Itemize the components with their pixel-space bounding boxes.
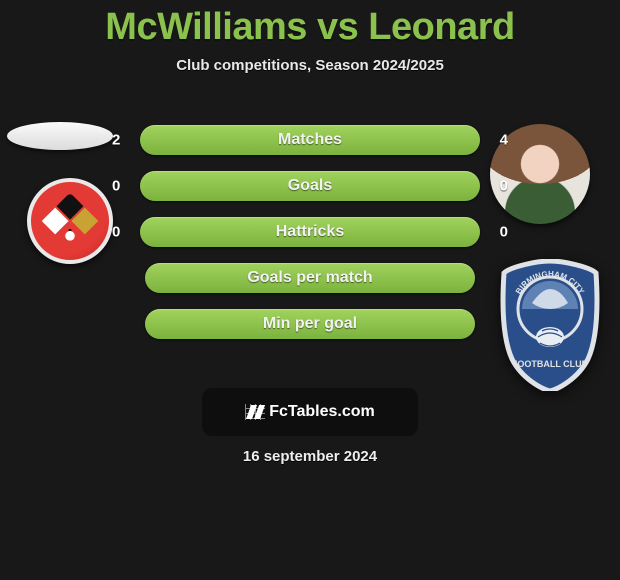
stats-panel: 2 Matches 4 0 Goals 0 0 Hattricks 0 Goal… xyxy=(140,125,480,355)
stat-left-value: 0 xyxy=(112,224,120,241)
stat-left-value: 2 xyxy=(112,132,120,149)
club-crest-left xyxy=(27,178,113,264)
stat-left-value: 0 xyxy=(112,178,120,195)
club-crest-right: FOOTBALL CLUB BIRMINGHAM CITY xyxy=(500,259,600,391)
page-title: McWilliams vs Leonard xyxy=(0,0,620,49)
brand-text: FcTables.com xyxy=(269,403,375,421)
stat-row-gpm: Goals per match xyxy=(145,263,475,293)
stat-label: Goals xyxy=(288,177,332,195)
stat-label: Goals per match xyxy=(247,269,372,287)
stat-row-goals: 0 Goals 0 xyxy=(140,171,480,201)
stat-row-hattricks: 0 Hattricks 0 xyxy=(140,217,480,247)
stat-row-matches: 2 Matches 4 xyxy=(140,125,480,155)
page-subtitle: Club competitions, Season 2024/2025 xyxy=(0,57,620,74)
brand-badge: FcTables.com xyxy=(202,388,418,436)
svg-text:FOOTBALL CLUB: FOOTBALL CLUB xyxy=(512,359,589,369)
player-photo-left xyxy=(7,122,113,150)
stat-label: Matches xyxy=(278,131,342,149)
footer-date: 16 september 2024 xyxy=(0,448,620,465)
stat-label: Min per goal xyxy=(263,315,357,333)
stat-right-value: 0 xyxy=(500,224,508,241)
stat-label: Hattricks xyxy=(276,223,344,241)
chart-icon xyxy=(245,404,265,420)
crest-left-pattern xyxy=(42,193,99,250)
stat-right-value: 0 xyxy=(500,178,508,195)
stat-row-mpg: Min per goal xyxy=(145,309,475,339)
stat-right-value: 4 xyxy=(500,132,508,149)
